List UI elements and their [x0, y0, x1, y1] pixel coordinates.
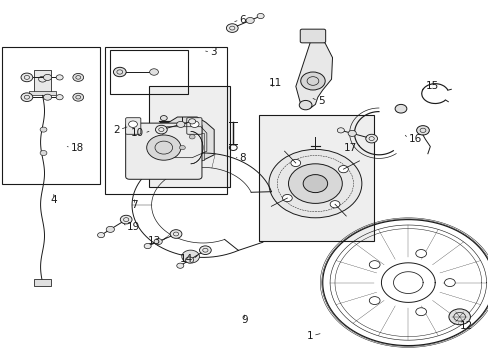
Circle shape — [128, 121, 137, 127]
Circle shape — [113, 67, 126, 77]
Text: 5: 5 — [317, 96, 324, 106]
Circle shape — [56, 75, 63, 80]
Circle shape — [149, 69, 158, 75]
Text: 17: 17 — [343, 143, 356, 153]
Text: 1: 1 — [305, 330, 312, 341]
Polygon shape — [155, 117, 214, 162]
Circle shape — [189, 135, 195, 139]
Circle shape — [154, 239, 162, 245]
Circle shape — [73, 93, 83, 101]
Circle shape — [155, 125, 167, 134]
Circle shape — [337, 128, 344, 133]
Circle shape — [268, 149, 361, 218]
Circle shape — [21, 93, 33, 102]
Circle shape — [160, 116, 167, 121]
Circle shape — [170, 230, 182, 238]
Circle shape — [40, 127, 47, 132]
Bar — [105, 47, 227, 194]
Circle shape — [282, 194, 292, 202]
Bar — [2, 47, 100, 184]
Circle shape — [226, 24, 238, 32]
Text: 12: 12 — [459, 321, 472, 331]
Circle shape — [300, 72, 325, 90]
Bar — [163, 133, 204, 160]
Circle shape — [290, 159, 300, 167]
Circle shape — [190, 121, 199, 127]
Text: 18: 18 — [71, 143, 84, 153]
Circle shape — [97, 233, 104, 238]
Text: 8: 8 — [239, 153, 246, 163]
Circle shape — [416, 126, 428, 135]
Circle shape — [120, 215, 132, 224]
Circle shape — [338, 166, 347, 173]
Polygon shape — [295, 34, 332, 108]
Circle shape — [106, 226, 114, 233]
Circle shape — [448, 309, 469, 325]
Circle shape — [288, 164, 342, 203]
Text: 9: 9 — [241, 315, 247, 325]
Text: 13: 13 — [148, 236, 161, 246]
Circle shape — [368, 261, 379, 269]
Text: 15: 15 — [425, 81, 438, 91]
Circle shape — [56, 95, 63, 100]
Bar — [149, 86, 229, 187]
FancyBboxPatch shape — [125, 123, 202, 179]
Circle shape — [182, 250, 199, 263]
Text: 19: 19 — [127, 222, 140, 232]
Bar — [34, 279, 51, 286]
Circle shape — [257, 13, 264, 19]
Bar — [110, 50, 188, 94]
Circle shape — [188, 119, 195, 124]
Circle shape — [394, 104, 406, 113]
Text: 14: 14 — [180, 254, 193, 264]
Bar — [29, 91, 56, 95]
Circle shape — [146, 135, 181, 160]
Circle shape — [415, 249, 426, 257]
Circle shape — [199, 246, 211, 255]
Circle shape — [365, 134, 377, 143]
Circle shape — [176, 121, 184, 127]
Circle shape — [347, 130, 356, 136]
Circle shape — [179, 145, 185, 150]
Circle shape — [303, 175, 327, 193]
Text: 2: 2 — [113, 125, 120, 135]
Circle shape — [43, 75, 52, 80]
Bar — [259, 115, 373, 241]
Bar — [34, 70, 51, 92]
Circle shape — [368, 297, 379, 305]
Circle shape — [444, 279, 454, 287]
Circle shape — [176, 263, 183, 268]
Circle shape — [43, 94, 52, 100]
Text: 11: 11 — [268, 78, 282, 88]
Circle shape — [329, 201, 339, 208]
Text: 3: 3 — [210, 47, 217, 57]
Circle shape — [144, 243, 151, 249]
Circle shape — [245, 17, 254, 23]
Text: 10: 10 — [131, 128, 144, 138]
Circle shape — [185, 257, 193, 263]
Text: 7: 7 — [131, 200, 138, 210]
Text: 6: 6 — [239, 15, 246, 25]
FancyBboxPatch shape — [125, 118, 141, 134]
Circle shape — [415, 308, 426, 316]
Text: 16: 16 — [407, 134, 421, 144]
FancyBboxPatch shape — [300, 29, 325, 43]
Circle shape — [73, 73, 83, 81]
Circle shape — [21, 73, 33, 82]
Circle shape — [299, 100, 311, 110]
Text: 4: 4 — [50, 195, 57, 205]
FancyBboxPatch shape — [186, 118, 202, 134]
Circle shape — [40, 150, 47, 156]
